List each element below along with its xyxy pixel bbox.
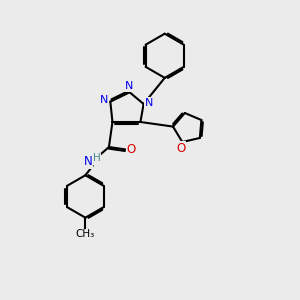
- Text: H: H: [93, 153, 101, 163]
- Text: N: N: [125, 81, 133, 92]
- Text: O: O: [176, 142, 185, 155]
- Text: CH₃: CH₃: [76, 229, 95, 239]
- Text: N: N: [84, 155, 93, 168]
- Text: O: O: [126, 143, 136, 156]
- Text: N: N: [100, 95, 108, 105]
- Text: N: N: [145, 98, 153, 107]
